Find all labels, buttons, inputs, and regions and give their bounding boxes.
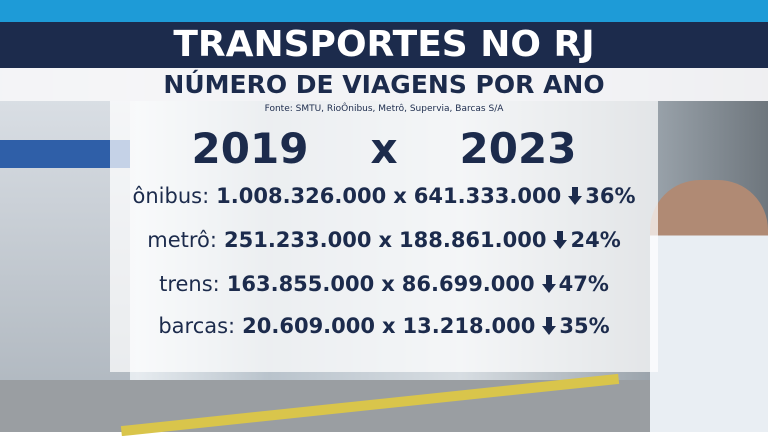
- row: metrô: 251.233.000 x 188.861.000 24%: [110, 228, 658, 252]
- train-stripe: [0, 140, 130, 168]
- arrow-shape: [542, 317, 557, 335]
- person: [650, 180, 768, 432]
- arrow-shape: [541, 275, 556, 293]
- down-arrow: [542, 317, 557, 335]
- change: 47%: [558, 272, 609, 296]
- row-label: ônibus:: [132, 184, 210, 208]
- change: 24%: [570, 228, 621, 252]
- row-label: metrô:: [147, 228, 217, 252]
- down-arrow: [553, 231, 568, 249]
- value-to: 641.333.000: [413, 184, 562, 208]
- subtitle: NÚMERO DE VIAGENS POR ANO: [0, 68, 768, 101]
- year-from: 2019: [191, 124, 309, 173]
- row-label: barcas:: [158, 314, 236, 338]
- row: trens: 163.855.000 x 86.699.000 47%: [110, 272, 658, 296]
- row: ônibus: 1.008.326.000 x 641.333.000 36%: [110, 184, 658, 208]
- row-label: trens:: [159, 272, 220, 296]
- arrow-shape: [568, 187, 583, 205]
- separator: x: [381, 272, 395, 296]
- value-from: 251.233.000: [223, 228, 372, 252]
- change: 35%: [559, 314, 610, 338]
- change: 36%: [585, 184, 636, 208]
- separator: x: [393, 184, 407, 208]
- value-from: 20.609.000: [242, 314, 375, 338]
- source: Fonte: SMTU, RioÔnibus, Metrô, Supervia,…: [264, 104, 504, 114]
- arrow-shape: [553, 231, 568, 249]
- down-arrow: [541, 275, 556, 293]
- value-from: 1.008.326.000: [216, 184, 387, 208]
- years: 2019 x 2023: [110, 124, 658, 173]
- top-bar: [0, 0, 768, 22]
- value-to: 86.699.000: [401, 272, 535, 296]
- down-arrow: [568, 187, 583, 205]
- panel: [110, 101, 658, 372]
- year-separator: x: [370, 124, 398, 173]
- separator: x: [382, 314, 396, 338]
- separator: x: [378, 228, 392, 252]
- value-to: 13.218.000: [402, 314, 536, 338]
- row: barcas: 20.609.000 x 13.218.000 35%: [110, 314, 658, 338]
- year-to: 2023: [459, 124, 577, 173]
- title: TRANSPORTES NO RJ: [0, 22, 768, 68]
- value-to: 188.861.000: [399, 228, 547, 252]
- value-from: 163.855.000: [226, 272, 375, 296]
